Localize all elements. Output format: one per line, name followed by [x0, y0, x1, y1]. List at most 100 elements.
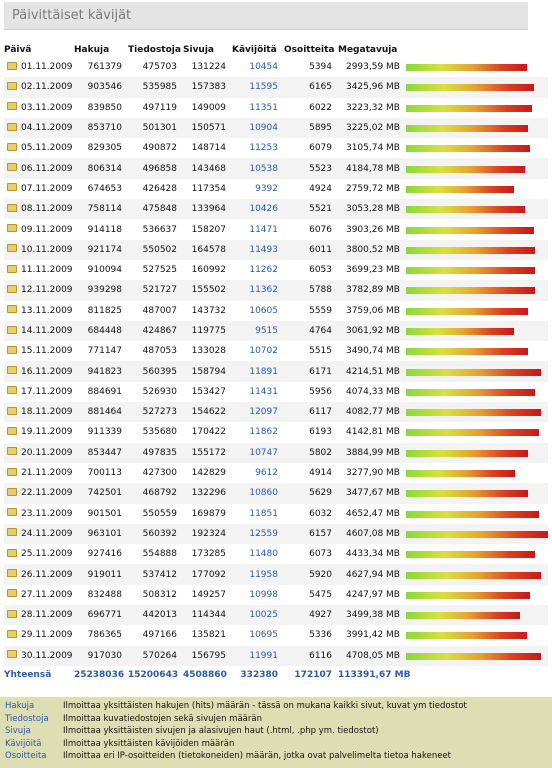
- row-pages: 114344: [183, 605, 232, 626]
- totals-files: 15200643: [128, 669, 179, 680]
- header-bar: [406, 42, 548, 57]
- row-date-text: 11.11.2009: [21, 265, 73, 276]
- row-files: 426428: [128, 178, 183, 200]
- row-visitors-link[interactable]: 11351: [249, 102, 278, 113]
- row-sites: 6193: [284, 422, 338, 443]
- row-visitors-link[interactable]: 10025: [249, 610, 278, 621]
- row-visitors-link[interactable]: 10426: [249, 204, 278, 215]
- row-visitors-link[interactable]: 11471: [249, 224, 278, 235]
- row-bar-cell: [406, 605, 548, 626]
- row-sites: 6053: [284, 259, 338, 281]
- row-visitors-link[interactable]: 10695: [249, 630, 278, 641]
- row-visitors: 11351: [232, 97, 284, 118]
- row-pages: 135821: [183, 625, 232, 646]
- row-bar-cell: [406, 422, 548, 443]
- row-bar-cell: [406, 503, 548, 524]
- header-pages: Sivuja: [183, 44, 214, 55]
- row-bar-cell: [406, 239, 548, 260]
- row-hits: 811825: [74, 300, 128, 321]
- row-sites: 4927: [284, 605, 338, 626]
- row-visitors-link[interactable]: 11891: [249, 366, 278, 377]
- row-date: 29.11.2009: [4, 625, 74, 646]
- legend-description: Ilmoittaa yksittäisten sivujen ja alasiv…: [63, 726, 379, 737]
- row-pages: 143732: [183, 300, 232, 321]
- row-visitors-link[interactable]: 11595: [249, 82, 278, 93]
- row-megabytes: 3991,42 MB: [338, 625, 406, 646]
- row-pages: 192324: [183, 523, 232, 545]
- row-bar-cell: [406, 361, 548, 382]
- row-visitors-link[interactable]: 10702: [249, 346, 278, 357]
- row-sites: 4764: [284, 320, 338, 342]
- row-hits: 921174: [74, 239, 128, 260]
- row-bar-cell: [406, 584, 548, 606]
- row-visitors: 10747: [232, 442, 284, 463]
- row-traffic-bar: [406, 551, 536, 559]
- row-hits: 884691: [74, 381, 128, 403]
- table-header-row: Päivä Hakuja Tiedostoja Sivuja Kävijöitä…: [4, 42, 548, 57]
- row-visitors: 9515: [232, 320, 284, 342]
- row-traffic-bar: [406, 490, 529, 498]
- row-visitors-link[interactable]: 9612: [255, 468, 278, 479]
- row-visitors-link[interactable]: 9392: [255, 183, 278, 194]
- legend-panel: Hakuja Ilmoittaa yksittäisten hakujen (hi…: [0, 697, 552, 768]
- row-visitors-link[interactable]: 11851: [249, 508, 278, 519]
- table-row: 22.11.2009 742501 468792 132296 10860 5629 347…: [4, 483, 548, 504]
- row-visitors-link[interactable]: 10605: [249, 305, 278, 316]
- row-pages: 155502: [183, 280, 232, 301]
- row-visitors-link[interactable]: 10747: [249, 447, 278, 458]
- row-visitors-link[interactable]: 10454: [249, 62, 278, 73]
- folder-icon: [7, 406, 17, 415]
- row-hits: 919011: [74, 564, 128, 585]
- daily-visitors-table: Päivä Hakuja Tiedostoja Sivuja Kävijöitä…: [4, 42, 548, 684]
- row-date: 22.11.2009: [4, 483, 74, 504]
- row-date: 02.11.2009: [4, 77, 74, 98]
- row-visitors: 11891: [232, 361, 284, 382]
- row-visitors-link[interactable]: 9515: [255, 326, 278, 336]
- row-visitors-link[interactable]: 10860: [249, 488, 278, 499]
- row-visitors-link[interactable]: 10904: [249, 123, 278, 134]
- row-hits: 881464: [74, 402, 128, 423]
- table-row: 30.11.2009 917030 570264 156795 11991 6116 470…: [4, 645, 548, 666]
- row-visitors-link[interactable]: 11431: [249, 386, 278, 397]
- row-date-text: 23.11.2009: [21, 508, 73, 519]
- row-visitors-link[interactable]: 11362: [249, 285, 278, 296]
- row-megabytes: 4607,08 MB: [338, 523, 406, 545]
- row-bar-cell: [406, 199, 548, 220]
- row-sites: 6011: [284, 239, 338, 260]
- row-files: 570264: [128, 645, 183, 666]
- row-visitors-link[interactable]: 11262: [249, 265, 278, 276]
- header-megabytes: Megatavuja: [338, 44, 398, 55]
- row-visitors-link[interactable]: 12559: [249, 528, 278, 539]
- header-files: Tiedostoja: [128, 44, 181, 55]
- header-visitors: Kävijöitä: [232, 44, 277, 55]
- row-visitors-link[interactable]: 10998: [249, 589, 278, 600]
- row-date-text: 05.11.2009: [21, 143, 73, 154]
- page-title: Päivittäiset kävijät: [12, 8, 132, 23]
- row-hits: 910094: [74, 259, 128, 281]
- row-visitors-link[interactable]: 12097: [249, 407, 278, 418]
- row-bar-cell: [406, 645, 548, 666]
- row-visitors-link[interactable]: 11480: [249, 549, 278, 560]
- row-visitors-link[interactable]: 11991: [249, 650, 278, 661]
- table-row: 27.11.2009 832488 508312 149257 10998 5475 424…: [4, 584, 548, 606]
- row-sites: 4914: [284, 462, 338, 484]
- row-date: 30.11.2009: [4, 645, 74, 666]
- row-files: 535680: [128, 422, 183, 443]
- row-visitors-link[interactable]: 11253: [249, 143, 278, 154]
- row-hits: 696771: [74, 605, 128, 626]
- row-visitors-link[interactable]: 10538: [249, 163, 278, 174]
- row-hits: 963101: [74, 523, 128, 545]
- row-files: 521727: [128, 280, 183, 301]
- row-visitors-link[interactable]: 11958: [249, 569, 278, 580]
- row-visitors-link[interactable]: 11862: [249, 427, 278, 438]
- row-pages: 170422: [183, 422, 232, 443]
- row-hits: 684448: [74, 320, 128, 342]
- row-date-text: 09.11.2009: [21, 224, 73, 235]
- row-megabytes: 3225,02 MB: [338, 117, 406, 139]
- folder-icon: [7, 548, 17, 557]
- folder-icon: [7, 284, 17, 293]
- row-pages: 154622: [183, 402, 232, 423]
- header-hits: Hakuja: [74, 44, 110, 55]
- row-visitors-link[interactable]: 11493: [249, 244, 278, 255]
- row-traffic-bar: [406, 652, 541, 660]
